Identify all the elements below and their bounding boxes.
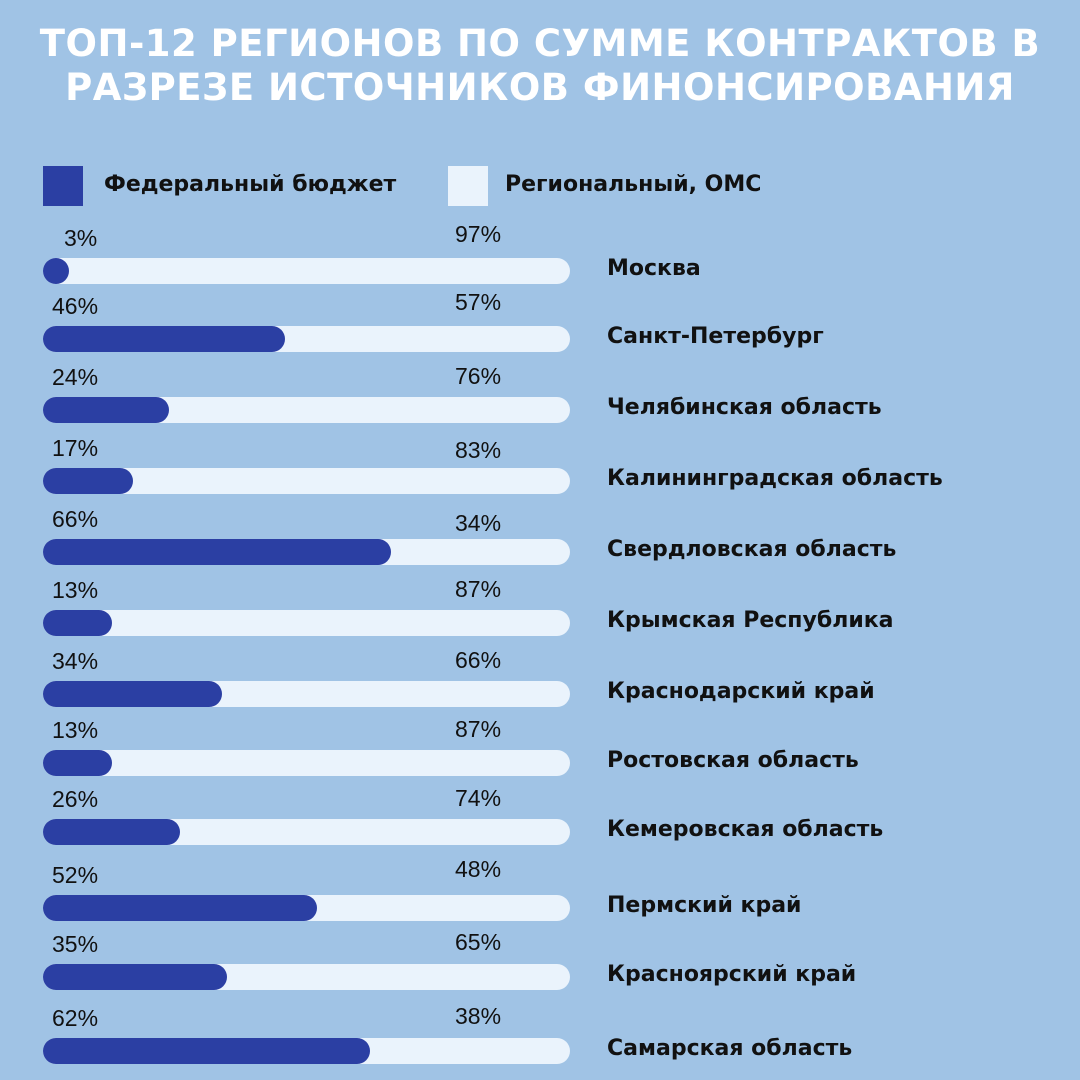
legend-swatch-regional <box>448 166 488 206</box>
regional-bar <box>43 750 570 776</box>
federal-bar <box>43 681 223 707</box>
federal-bar <box>43 895 318 921</box>
federal-value-label: 35% <box>52 931 99 957</box>
federal-value-label: 66% <box>52 506 99 532</box>
regional-bar <box>43 326 570 352</box>
federal-bar <box>43 610 112 636</box>
bar-row: 3% 97% Москва <box>0 221 1080 291</box>
legend-label-federal: Федеральный бюджет <box>104 172 397 197</box>
federal-bar <box>43 397 170 423</box>
federal-bar <box>43 539 391 565</box>
region-label: Свердловская область <box>607 537 897 562</box>
regional-bar <box>43 258 570 284</box>
region-label: Краснодарский край <box>607 679 875 704</box>
regional-value-label: 97% <box>455 221 502 247</box>
regional-value-label: 83% <box>455 437 502 463</box>
regional-bar <box>43 610 570 636</box>
regional-bar <box>43 539 570 565</box>
regional-value-label: 57% <box>455 289 502 315</box>
regional-value-label: 66% <box>455 647 502 673</box>
federal-value-label: 3% <box>64 225 98 251</box>
regional-bar <box>43 1038 570 1064</box>
federal-value-label: 62% <box>52 1005 99 1031</box>
federal-value-label: 24% <box>52 364 99 390</box>
bar-row: 17% 83% Калининградская область <box>0 431 1080 501</box>
federal-bar <box>43 819 181 845</box>
region-label: Кемеровская область <box>607 817 884 842</box>
federal-bar <box>43 1038 370 1064</box>
regional-bar <box>43 819 570 845</box>
federal-bar <box>43 750 112 776</box>
region-label: Челябинская область <box>607 395 882 420</box>
region-label: Пермский край <box>607 893 802 918</box>
regional-value-label: 87% <box>455 576 502 602</box>
regional-value-label: 87% <box>455 716 502 742</box>
federal-bar <box>43 326 286 352</box>
chart-title: ТОП-12 РЕГИОНОВ ПО СУММЕ КОНТРАКТОВ В РА… <box>39 22 1041 109</box>
region-label: Самарская область <box>607 1036 853 1061</box>
regional-bar <box>43 468 570 494</box>
federal-value-label: 13% <box>52 577 99 603</box>
bar-row: 24% 76% Челябинская область <box>0 360 1080 430</box>
region-label: Калининградская область <box>607 466 943 491</box>
regional-value-label: 74% <box>455 785 502 811</box>
bar-row: 46% 57% Санкт-Петербург <box>0 289 1080 359</box>
regional-value-label: 34% <box>455 510 502 536</box>
federal-bar <box>43 964 228 990</box>
federal-value-label: 46% <box>52 293 99 319</box>
bar-row: 62% 38% Самарская область <box>0 1001 1080 1071</box>
regional-bar <box>43 397 570 423</box>
bar-row: 26% 74% Кемеровская область <box>0 782 1080 852</box>
bar-row: 35% 65% Красноярский край <box>0 927 1080 997</box>
federal-value-label: 17% <box>52 435 99 461</box>
region-label: Красноярский край <box>607 962 857 987</box>
bar-row: 34% 66% Краснодарский край <box>0 644 1080 714</box>
regional-bar <box>43 964 570 990</box>
federal-bar <box>43 468 133 494</box>
legend-label-regional: Региональный, ОМС <box>505 172 762 197</box>
regional-bar <box>43 895 570 921</box>
bar-row: 66% 34% Свердловская область <box>0 502 1080 572</box>
regional-value-label: 76% <box>455 363 502 389</box>
regional-value-label: 48% <box>455 856 502 882</box>
region-label: Санкт-Петербург <box>607 324 824 349</box>
region-label: Москва <box>607 256 701 281</box>
region-label: Ростовская область <box>607 748 859 773</box>
federal-value-label: 34% <box>52 648 99 674</box>
federal-bar <box>43 258 69 284</box>
bar-row: 13% 87% Ростовская область <box>0 713 1080 783</box>
bar-row: 13% 87% Крымская Республика <box>0 573 1080 643</box>
bar-row: 52% 48% Пермский край <box>0 856 1080 928</box>
federal-value-label: 13% <box>52 717 99 743</box>
legend-swatch-federal <box>43 166 83 206</box>
region-label: Крымская Республика <box>607 608 894 633</box>
federal-value-label: 52% <box>52 862 99 888</box>
regional-value-label: 38% <box>455 1003 502 1029</box>
regional-value-label: 65% <box>455 929 502 955</box>
federal-value-label: 26% <box>52 786 99 812</box>
regional-bar <box>43 681 570 707</box>
